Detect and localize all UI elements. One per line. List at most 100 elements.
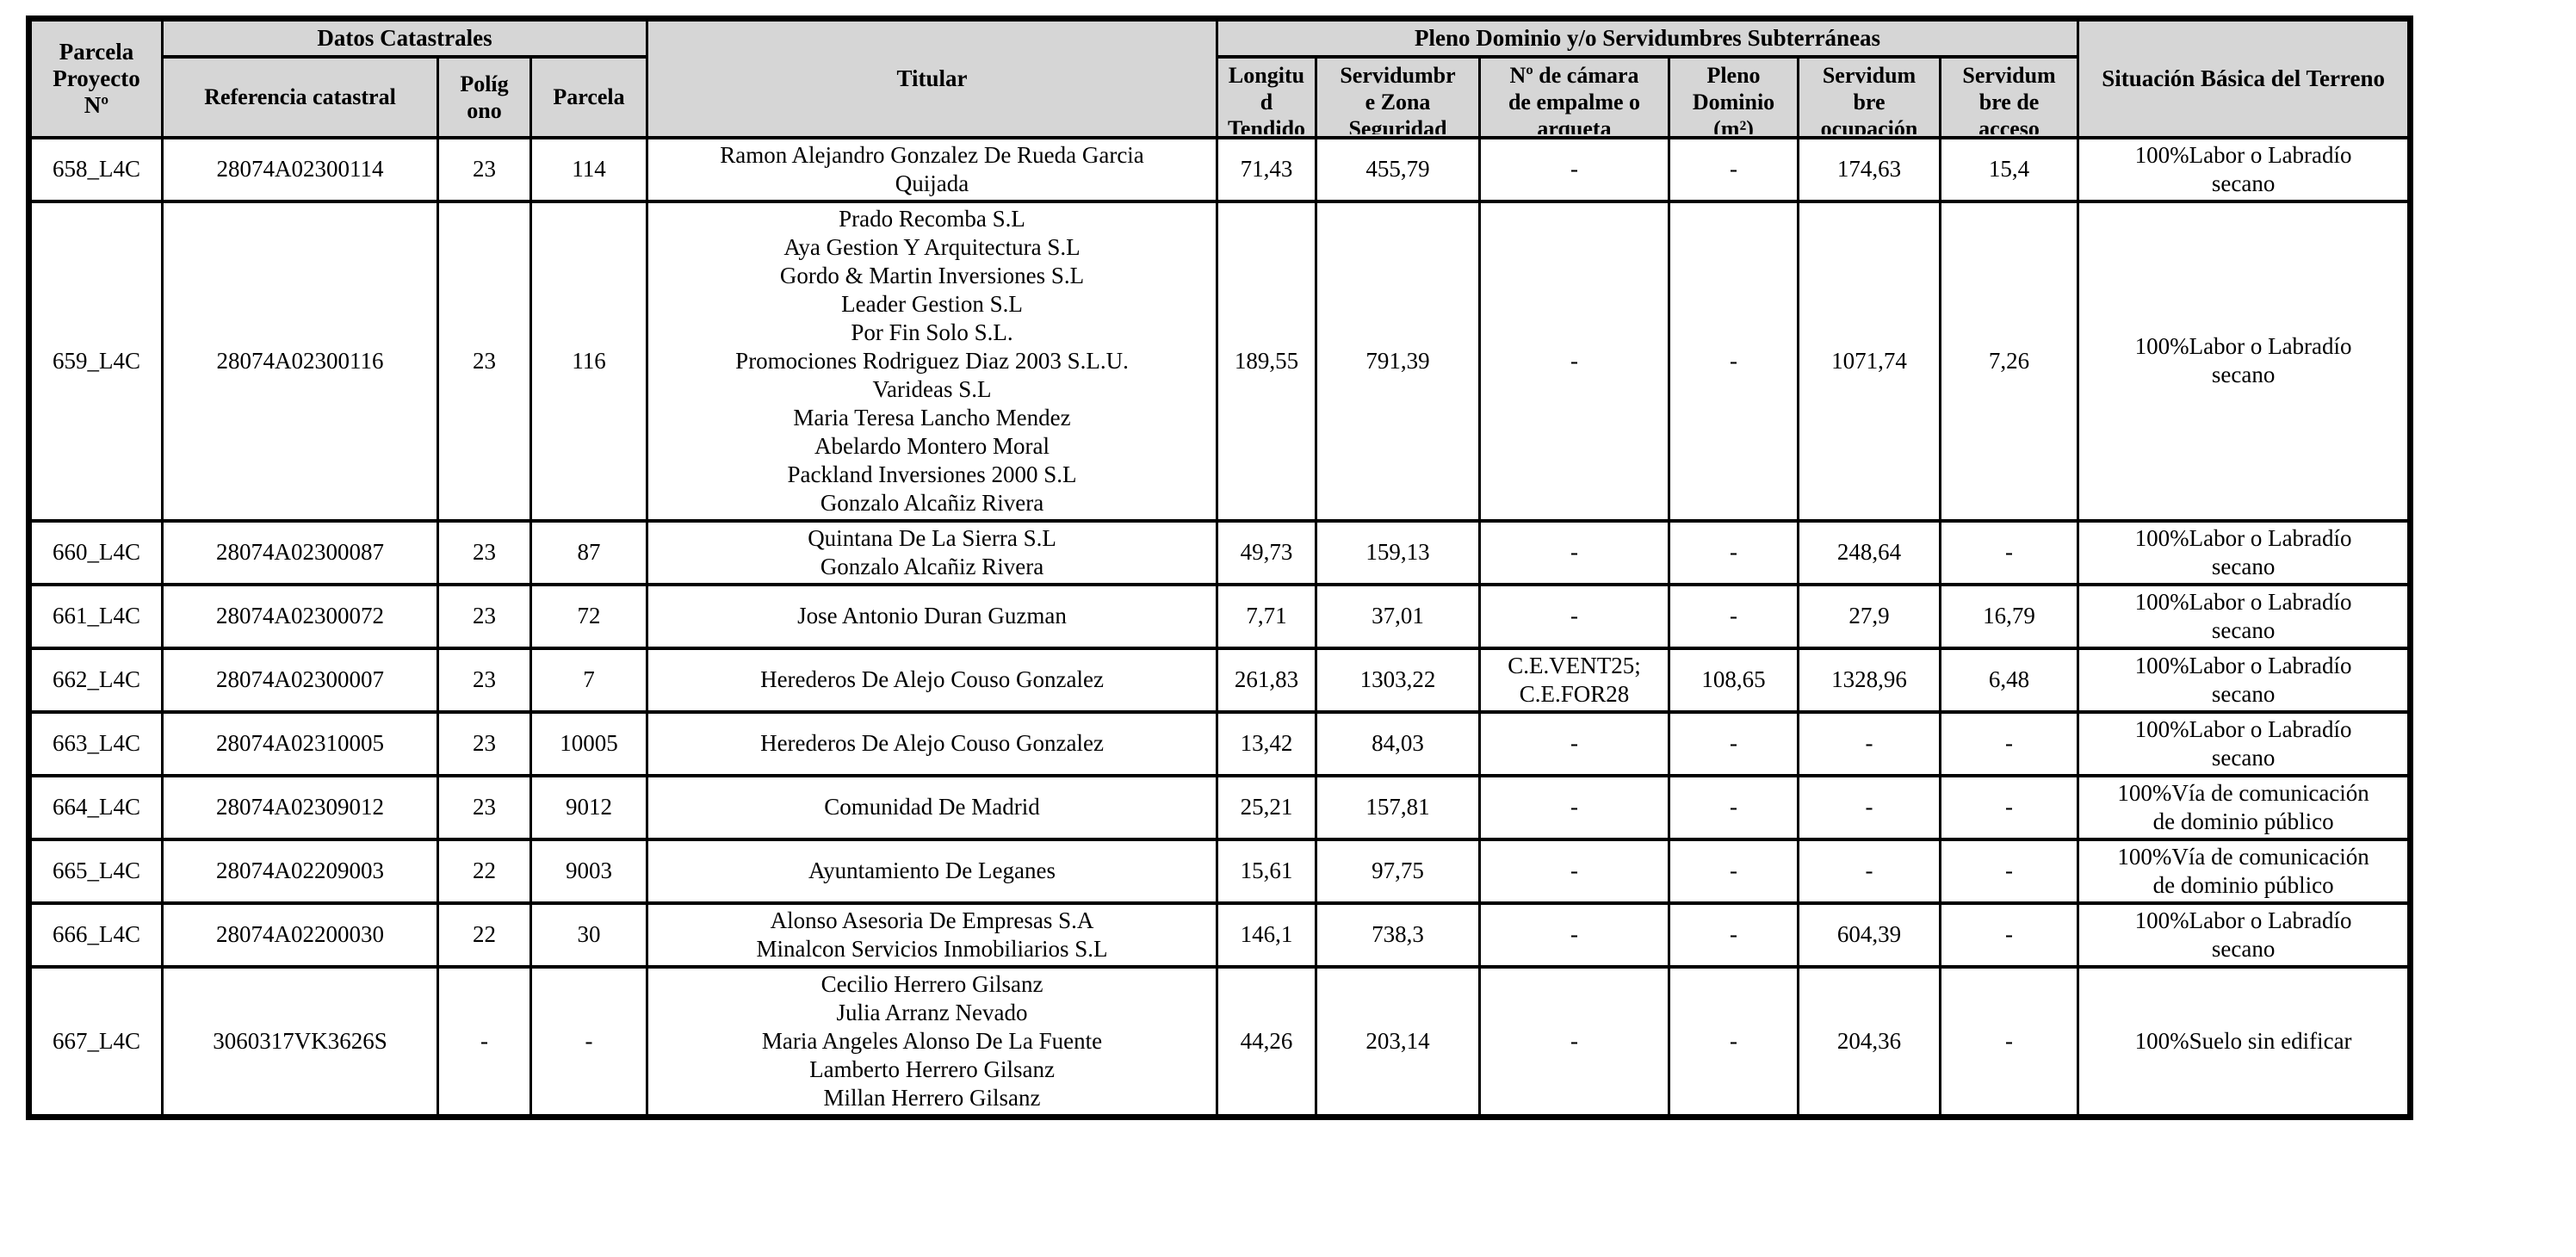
- cell-servidumbre-ocupacion: 27,9: [1797, 582, 1942, 650]
- header-servidumbre-ocupacion-label: Servidum bre ocupación: [1820, 62, 1918, 134]
- header-parcela-proyecto: Parcela Proyecto Nº: [28, 16, 164, 139]
- cell-pleno-dominio: -: [1668, 709, 1800, 777]
- cell-situacion-basica: 100%Vía de comunicación de dominio públi…: [2077, 837, 2412, 905]
- header-poligono-label: Políg ono: [460, 71, 509, 123]
- cell-pleno-dominio: -: [1668, 199, 1800, 523]
- header-pleno-dominio-label: Pleno Dominio (m²): [1692, 62, 1775, 134]
- cell-camara-empalme: -: [1478, 901, 1671, 969]
- header-titular: Titular: [646, 16, 1219, 139]
- cell-longitud-tendido: 189,55: [1216, 199, 1318, 523]
- cell-parcela-proyecto: 658_L4C: [28, 135, 164, 203]
- cell-situacion-basica: 100%Labor o Labradío secano: [2077, 646, 2412, 714]
- cell-longitud-tendido: 49,73: [1216, 518, 1318, 586]
- table-header: Parcela Proyecto Nº Datos Catastrales Ti…: [28, 16, 2412, 139]
- header-servidumbre-ocupacion: Servidum bre ocupación: [1797, 54, 1942, 139]
- header-longitud-tendido: Longitu d Tendido: [1216, 54, 1318, 139]
- cell-referencia-catastral: 28074A02200030: [161, 901, 439, 969]
- table-row: 662_L4C 28074A02300007 23 7 Herederos De…: [28, 646, 2412, 714]
- cell-titular: Ayuntamiento De Leganes: [646, 837, 1219, 905]
- cell-situacion-basica: 100%Labor o Labradío secano: [2077, 901, 2412, 969]
- header-group-pleno-dominio: Pleno Dominio y/o Servidumbres Subterrán…: [1216, 16, 2080, 59]
- cell-parcela: 9003: [529, 837, 649, 905]
- cell-camara-empalme: -: [1478, 773, 1671, 841]
- header-referencia-catastral: Referencia catastral: [161, 54, 439, 139]
- cadastral-parcels-table: Parcela Proyecto Nº Datos Catastrales Ti…: [26, 15, 2414, 1120]
- cell-parcela: 9012: [529, 773, 649, 841]
- cell-servidumbre-acceso: 7,26: [1939, 199, 2080, 523]
- cell-camara-empalme: -: [1478, 837, 1671, 905]
- cell-parcela: 30: [529, 901, 649, 969]
- cell-referencia-catastral: 28074A02209003: [161, 837, 439, 905]
- cell-parcela: 116: [529, 199, 649, 523]
- cell-servidumbre-ocupacion: 174,63: [1797, 135, 1942, 203]
- cell-servidumbre-ocupacion: -: [1797, 837, 1942, 905]
- cell-servidumbre-zona-seguridad: 1303,22: [1315, 646, 1482, 714]
- cell-parcela-proyecto: 662_L4C: [28, 646, 164, 714]
- cell-camara-empalme: -: [1478, 518, 1671, 586]
- cell-servidumbre-ocupacion: -: [1797, 773, 1942, 841]
- cell-pleno-dominio: -: [1668, 582, 1800, 650]
- document-page: Parcela Proyecto Nº Datos Catastrales Ti…: [26, 15, 2414, 1120]
- cell-pleno-dominio: -: [1668, 837, 1800, 905]
- cell-pleno-dominio: -: [1668, 518, 1800, 586]
- cell-titular: Quintana De La Sierra S.L Gonzalo Alcañi…: [646, 518, 1219, 586]
- cell-pleno-dominio: -: [1668, 135, 1800, 203]
- cell-longitud-tendido: 15,61: [1216, 837, 1318, 905]
- cell-servidumbre-zona-seguridad: 97,75: [1315, 837, 1482, 905]
- cell-titular: Herederos De Alejo Couso Gonzalez: [646, 709, 1219, 777]
- cell-titular: Comunidad De Madrid: [646, 773, 1219, 841]
- cell-servidumbre-zona-seguridad: 738,3: [1315, 901, 1482, 969]
- cell-servidumbre-acceso: 16,79: [1939, 582, 2080, 650]
- table-body: 658_L4C 28074A02300114 23 114 Ramon Alej…: [28, 135, 2412, 1118]
- table-row: 658_L4C 28074A02300114 23 114 Ramon Alej…: [28, 135, 2412, 203]
- cell-referencia-catastral: 28074A02300007: [161, 646, 439, 714]
- cell-longitud-tendido: 261,83: [1216, 646, 1318, 714]
- cell-situacion-basica: 100%Vía de comunicación de dominio públi…: [2077, 773, 2412, 841]
- cell-situacion-basica: 100%Suelo sin edificar: [2077, 964, 2412, 1118]
- cell-servidumbre-ocupacion: -: [1797, 709, 1942, 777]
- table-row: 665_L4C 28074A02209003 22 9003 Ayuntamie…: [28, 837, 2412, 905]
- cell-poligono: 22: [437, 837, 532, 905]
- cell-parcela: 72: [529, 582, 649, 650]
- cell-referencia-catastral: 3060317VK3626S: [161, 964, 439, 1118]
- cell-camara-empalme: -: [1478, 964, 1671, 1118]
- cell-referencia-catastral: 28074A02300114: [161, 135, 439, 203]
- cell-situacion-basica: 100%Labor o Labradío secano: [2077, 199, 2412, 523]
- cell-situacion-basica: 100%Labor o Labradío secano: [2077, 518, 2412, 586]
- cell-referencia-catastral: 28074A02300116: [161, 199, 439, 523]
- cell-servidumbre-ocupacion: 1071,74: [1797, 199, 1942, 523]
- header-group-datos-catastrales: Datos Catastrales: [160, 16, 649, 59]
- cell-servidumbre-acceso: -: [1939, 901, 2080, 969]
- header-servidumbre-acceso: Servidum bre de acceso: [1939, 54, 2080, 139]
- cell-parcela-proyecto: 661_L4C: [28, 582, 164, 650]
- cell-servidumbre-ocupacion: 1328,96: [1797, 646, 1942, 714]
- cell-longitud-tendido: 7,71: [1216, 582, 1318, 650]
- header-parcela-label: Parcela: [553, 84, 625, 109]
- cell-titular: Herederos De Alejo Couso Gonzalez: [646, 646, 1219, 714]
- cell-servidumbre-zona-seguridad: 791,39: [1315, 199, 1482, 523]
- cell-poligono: 22: [437, 901, 532, 969]
- cell-camara-empalme: -: [1478, 199, 1671, 523]
- cell-servidumbre-ocupacion: 604,39: [1797, 901, 1942, 969]
- header-sub-row: Referencia catastral Políg ono Parcela L…: [29, 54, 2411, 139]
- header-group-row: Parcela Proyecto Nº Datos Catastrales Ti…: [28, 16, 2412, 139]
- cell-titular: Cecilio Herrero Gilsanz Julia Arranz Nev…: [646, 964, 1219, 1118]
- cell-servidumbre-acceso: -: [1939, 709, 2080, 777]
- cell-parcela: 10005: [529, 709, 649, 777]
- header-pleno-dominio-m2: Pleno Dominio (m²): [1668, 54, 1800, 139]
- cell-poligono: 23: [437, 646, 532, 714]
- header-servidumbre-zona: Servidumbr e Zona Seguridad: [1315, 54, 1482, 139]
- table-row: 663_L4C 28074A02310005 23 10005 Heredero…: [28, 709, 2412, 777]
- cell-parcela: 114: [529, 135, 649, 203]
- cell-pleno-dominio: -: [1668, 964, 1800, 1118]
- header-camara-empalme: Nº de cámara de empalme o arqueta: [1478, 54, 1671, 139]
- cell-titular: Ramon Alejandro Gonzalez De Rueda Garcia…: [646, 135, 1219, 203]
- header-situacion-basica: Situación Básica del Terreno: [2077, 16, 2412, 139]
- header-longitud-label: Longitu d Tendido: [1227, 62, 1306, 134]
- cell-servidumbre-acceso: 6,48: [1939, 646, 2080, 714]
- cell-servidumbre-ocupacion: 248,64: [1797, 518, 1942, 586]
- cell-titular: Prado Recomba S.L Aya Gestion Y Arquitec…: [646, 199, 1219, 523]
- cell-servidumbre-zona-seguridad: 84,03: [1315, 709, 1482, 777]
- cell-titular: Jose Antonio Duran Guzman: [646, 582, 1219, 650]
- cell-referencia-catastral: 28074A02300087: [161, 518, 439, 586]
